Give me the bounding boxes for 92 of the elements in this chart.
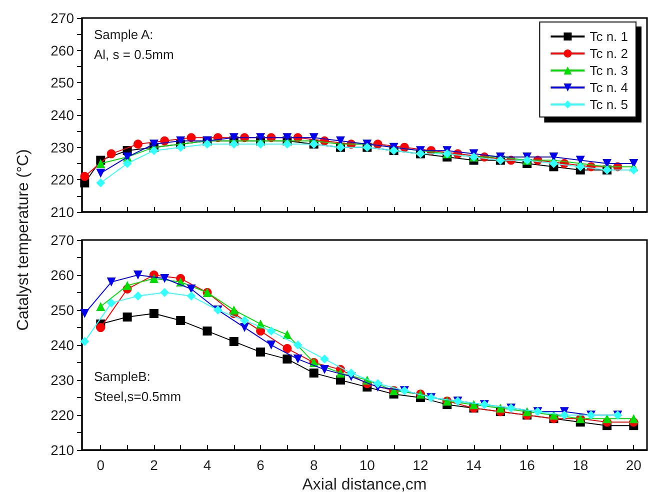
point — [133, 292, 142, 301]
y-tick-label: 260 — [50, 42, 74, 58]
point — [282, 140, 292, 149]
point — [96, 323, 106, 332]
y-tick-label: 270 — [50, 10, 74, 26]
point — [229, 306, 238, 315]
point — [293, 354, 302, 364]
y-tick-label: 210 — [50, 442, 74, 458]
y-tick-label: 230 — [50, 372, 74, 388]
x-tick-label: 10 — [359, 457, 376, 474]
point — [80, 309, 90, 318]
point — [122, 281, 132, 290]
x-tick-label: 4 — [203, 457, 212, 474]
point — [160, 288, 170, 298]
point — [106, 149, 116, 158]
point — [96, 302, 106, 312]
point — [309, 368, 318, 378]
point — [122, 159, 132, 168]
legend-label: Tc n. 5 — [590, 97, 628, 112]
point — [133, 140, 142, 149]
point — [576, 162, 585, 172]
y-tick-label: 230 — [50, 139, 74, 156]
legend-label: Tc n. 4 — [590, 80, 628, 95]
y-tick-label: 250 — [50, 302, 74, 318]
point — [496, 404, 505, 413]
y-tick-label: 270 — [50, 232, 74, 248]
point — [106, 298, 116, 308]
y-tick-label: 210 — [50, 204, 74, 220]
point — [320, 354, 330, 364]
point — [149, 146, 158, 156]
point — [96, 178, 106, 188]
point — [629, 414, 638, 424]
x-tick-label: 14 — [466, 457, 482, 474]
point — [149, 309, 158, 318]
y-tick-label: 220 — [50, 172, 74, 188]
point — [629, 165, 638, 174]
point — [186, 292, 196, 301]
legend-label: Tc n. 3 — [590, 63, 628, 78]
x-axis-title: Axial distance,cm — [302, 476, 427, 494]
point — [266, 340, 276, 350]
point — [346, 368, 356, 378]
legend-label: Tc n. 2 — [590, 46, 628, 61]
y-tick-label: 250 — [50, 74, 74, 91]
point — [106, 278, 116, 287]
x-tick-label: 12 — [412, 457, 428, 474]
y-tick-label: 240 — [50, 337, 74, 354]
point — [202, 140, 212, 149]
x-tick-label: 20 — [626, 457, 642, 474]
point — [229, 337, 238, 346]
point — [256, 140, 266, 149]
point — [160, 274, 170, 284]
point — [240, 323, 250, 332]
y-tick-label: 220 — [50, 407, 74, 424]
annotation: SampleB: — [94, 369, 150, 384]
point — [282, 330, 292, 340]
point — [176, 142, 186, 152]
point — [320, 365, 330, 374]
point — [176, 316, 186, 326]
annotation: Steel,s=0.5mm — [94, 389, 182, 404]
point — [240, 316, 250, 326]
legend-label: Tc n. 1 — [590, 29, 628, 44]
point — [522, 407, 532, 416]
x-tick-label: 8 — [310, 457, 318, 474]
y-tick-label: 240 — [50, 107, 74, 123]
point — [96, 168, 106, 178]
point — [373, 379, 382, 388]
point — [122, 312, 132, 322]
point — [469, 400, 478, 410]
point — [602, 414, 612, 424]
point — [80, 172, 90, 181]
y-axis-title: Catalyst temperature (°C) — [15, 149, 33, 331]
x-tick-label: 0 — [96, 457, 105, 474]
annotation: Al, s = 0.5mm — [94, 47, 174, 62]
point — [282, 344, 292, 354]
x-tick-label: 6 — [256, 457, 265, 474]
annotation: Sample A: — [94, 27, 154, 42]
x-tick-label: 16 — [519, 457, 536, 474]
point — [229, 140, 238, 149]
point — [266, 326, 276, 336]
point — [560, 410, 569, 420]
point — [549, 159, 558, 168]
x-tick-label: 18 — [572, 457, 588, 474]
point — [80, 337, 90, 346]
x-tick-label: 2 — [150, 457, 158, 474]
point — [96, 159, 106, 168]
point — [202, 326, 212, 336]
point — [256, 348, 266, 357]
point — [133, 270, 142, 280]
point — [293, 340, 302, 350]
point — [149, 274, 158, 284]
point — [282, 354, 292, 364]
y-tick-label: 260 — [50, 267, 74, 284]
